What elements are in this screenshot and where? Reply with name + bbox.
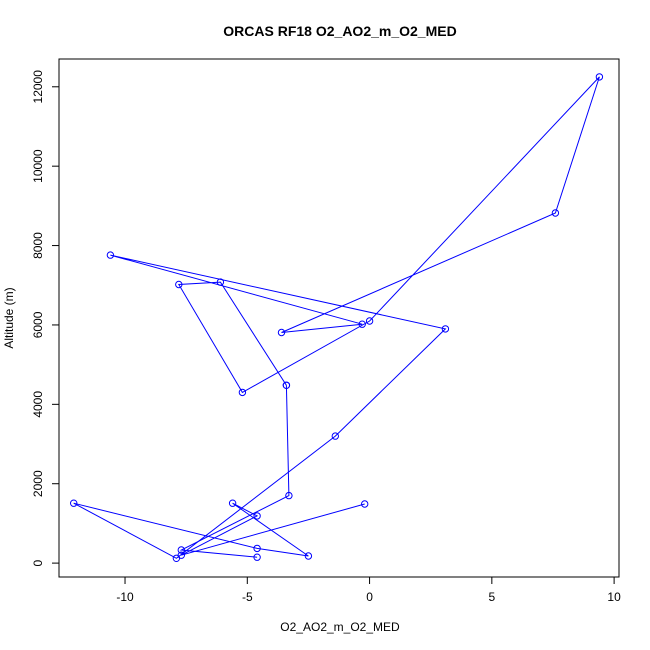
data-point [172, 554, 181, 562]
data-point [282, 381, 291, 389]
x-axis: -10 -5 0 5 10 [116, 576, 621, 604]
data-point [70, 499, 78, 507]
y-tick-label: 6000 [31, 311, 45, 338]
y-tick-label: 4000 [31, 391, 45, 418]
series-line [73, 76, 600, 559]
data-point [253, 512, 261, 520]
data-point [253, 553, 261, 561]
x-tick-label: -10 [116, 590, 134, 604]
data-point [175, 280, 183, 289]
data-point [441, 325, 450, 333]
data-point [277, 328, 286, 337]
chart-title: ORCAS RF18 O2_AO2_m_O2_MED [223, 23, 456, 39]
y-tick-label: 8000 [31, 232, 45, 259]
y-tick-label: 10000 [31, 149, 45, 183]
data-point [551, 209, 560, 217]
x-tick-label: -5 [242, 590, 253, 604]
data-point [595, 73, 604, 81]
y-tick-label: 0 [31, 559, 45, 566]
data-point [358, 320, 366, 328]
y-tick-label: 12000 [31, 70, 45, 104]
x-tick-label: 10 [607, 590, 621, 604]
data-point [177, 546, 186, 554]
x-axis-label: O2_AO2_m_O2_MED [280, 620, 400, 634]
y-tick-label: 2000 [31, 470, 45, 497]
data-point [228, 499, 237, 507]
data-point [304, 552, 313, 560]
plot-area [70, 73, 604, 562]
data-point [106, 251, 115, 259]
y-axis: 0 2000 4000 6000 8000 10000 12000 [31, 70, 60, 566]
data-point [285, 491, 293, 500]
y-axis-label: Altitude (m) [2, 287, 16, 348]
series-line [179, 385, 290, 558]
x-tick-label: 5 [488, 590, 495, 604]
x-tick-label: 0 [366, 590, 373, 604]
data-point [365, 317, 374, 325]
data-point [331, 432, 339, 440]
data-point [361, 500, 369, 508]
data-point [238, 388, 247, 397]
data-point [216, 278, 225, 286]
data-point [253, 544, 261, 553]
